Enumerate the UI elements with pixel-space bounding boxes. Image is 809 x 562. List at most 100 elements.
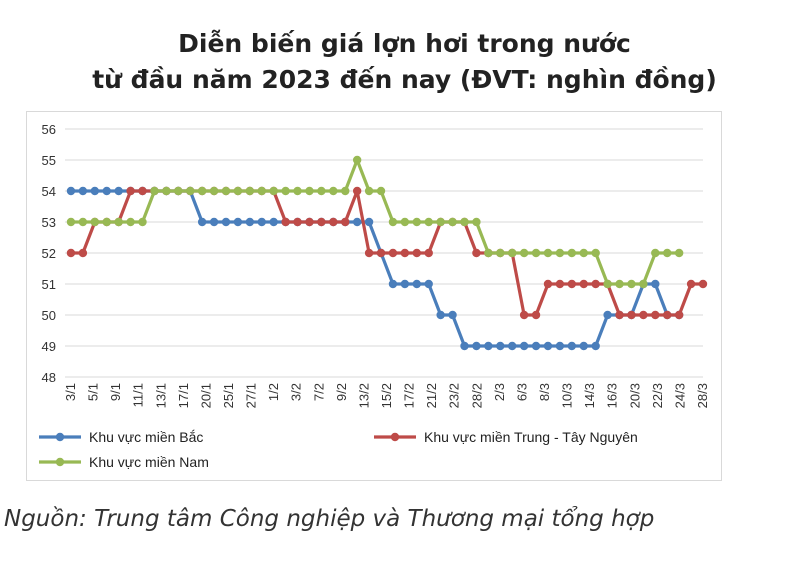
data-point — [472, 217, 481, 227]
data-point — [209, 217, 219, 227]
data-point — [615, 310, 624, 320]
data-point — [567, 341, 577, 351]
data-point — [352, 217, 362, 227]
legend: Khu vực miền Bắc Khu vực miền Trung - Tây… — [39, 429, 638, 470]
data-point — [174, 186, 183, 196]
x-tick-label: 28/2 — [469, 383, 484, 408]
data-point — [639, 279, 648, 289]
data-point — [233, 186, 243, 196]
data-point — [460, 341, 469, 351]
data-point — [317, 186, 326, 196]
data-point — [591, 279, 600, 289]
data-point — [257, 217, 266, 227]
x-tick-label: 3/2 — [289, 383, 304, 401]
x-tick-label: 6/3 — [514, 383, 529, 401]
data-point — [197, 186, 207, 196]
data-point — [233, 217, 243, 227]
data-point — [376, 186, 386, 196]
data-point — [388, 248, 398, 258]
data-point — [531, 341, 541, 351]
data-point — [627, 310, 636, 320]
data-point — [90, 217, 100, 227]
data-point — [102, 217, 111, 227]
data-point — [436, 310, 445, 320]
data-point — [341, 186, 350, 196]
data-point — [603, 310, 612, 320]
x-tick-label: 28/3 — [695, 383, 710, 408]
x-tick-label: 20/3 — [627, 383, 642, 408]
data-point — [352, 186, 362, 196]
data-point — [245, 217, 255, 227]
data-point — [364, 186, 374, 196]
x-tick-label: 1/2 — [266, 383, 281, 401]
data-point — [472, 248, 481, 258]
data-point — [639, 310, 648, 320]
data-point — [317, 217, 326, 227]
y-tick-label: 49 — [42, 339, 56, 354]
y-tick-label: 48 — [42, 370, 56, 385]
data-point — [686, 279, 696, 289]
data-point — [507, 341, 517, 351]
data-point — [424, 279, 433, 289]
y-tick-label: 52 — [42, 246, 56, 261]
x-axis: 3/1 5/1 9/1 11/1 13/1 17/1 20/1 25/1 27/1 1/2 3/2 7… — [63, 383, 710, 408]
x-tick-label: 14/3 — [582, 383, 597, 408]
data-point — [651, 248, 660, 258]
x-tick-label: 2/3 — [492, 383, 507, 401]
data-point — [329, 186, 338, 196]
data-point — [543, 279, 553, 289]
x-tick-label: 15/2 — [379, 383, 394, 408]
data-point — [197, 217, 207, 227]
data-point — [591, 248, 600, 258]
data-point — [209, 186, 219, 196]
x-tick-label: 20/1 — [198, 383, 213, 408]
x-tick-label: 23/2 — [447, 383, 462, 408]
data-point — [698, 279, 708, 289]
data-point — [257, 186, 266, 196]
data-point — [615, 279, 624, 289]
series-line-1 — [70, 189, 680, 348]
data-point — [507, 248, 517, 258]
x-tick-label: 22/3 — [650, 383, 665, 408]
data-point — [376, 248, 386, 258]
data-point — [138, 186, 147, 196]
chart-title-line1: Diễn biến giá lợn hơi trong nước — [178, 29, 631, 58]
data-point — [531, 248, 541, 258]
series-line-3 — [70, 158, 680, 286]
data-point — [352, 155, 362, 165]
data-point — [603, 279, 612, 289]
x-tick-label: 9/2 — [334, 383, 349, 401]
data-point — [496, 341, 505, 351]
data-point — [126, 217, 135, 227]
data-point — [150, 186, 159, 196]
legend-label: Khu vực miền Nam — [89, 454, 209, 470]
source-note: Nguồn: Trung tâm Công nghiệp và Thương m… — [4, 506, 655, 532]
data-point — [221, 186, 231, 196]
data-point — [448, 217, 457, 227]
data-point — [78, 217, 88, 227]
x-tick-label: 27/1 — [244, 383, 259, 408]
x-tick-label: 17/1 — [176, 383, 191, 408]
data-point — [388, 217, 398, 227]
data-point — [329, 217, 338, 227]
data-point — [484, 248, 493, 258]
line-chart: 48 49 50 51 52 53 54 55 56 3/1 5/1 9/1 11/1 13/1 17/1… — [39, 122, 710, 470]
data-point — [412, 217, 421, 227]
data-point — [400, 217, 410, 227]
x-tick-label: 10/3 — [560, 383, 575, 408]
x-tick-label: 8/3 — [537, 383, 552, 401]
y-tick-label: 56 — [42, 122, 56, 137]
y-tick-label: 50 — [42, 308, 56, 323]
data-point — [364, 248, 374, 258]
data-point — [114, 217, 123, 227]
data-point — [674, 310, 684, 320]
legend-entry-1: Khu vực miền Bắc — [39, 429, 203, 445]
legend-label: Khu vực miền Bắc — [89, 429, 203, 445]
data-point — [269, 186, 278, 196]
data-point — [627, 279, 636, 289]
y-tick-label: 51 — [42, 277, 56, 292]
data-point — [555, 279, 565, 289]
data-point — [78, 248, 88, 258]
data-point — [269, 217, 278, 227]
data-point — [102, 186, 111, 196]
